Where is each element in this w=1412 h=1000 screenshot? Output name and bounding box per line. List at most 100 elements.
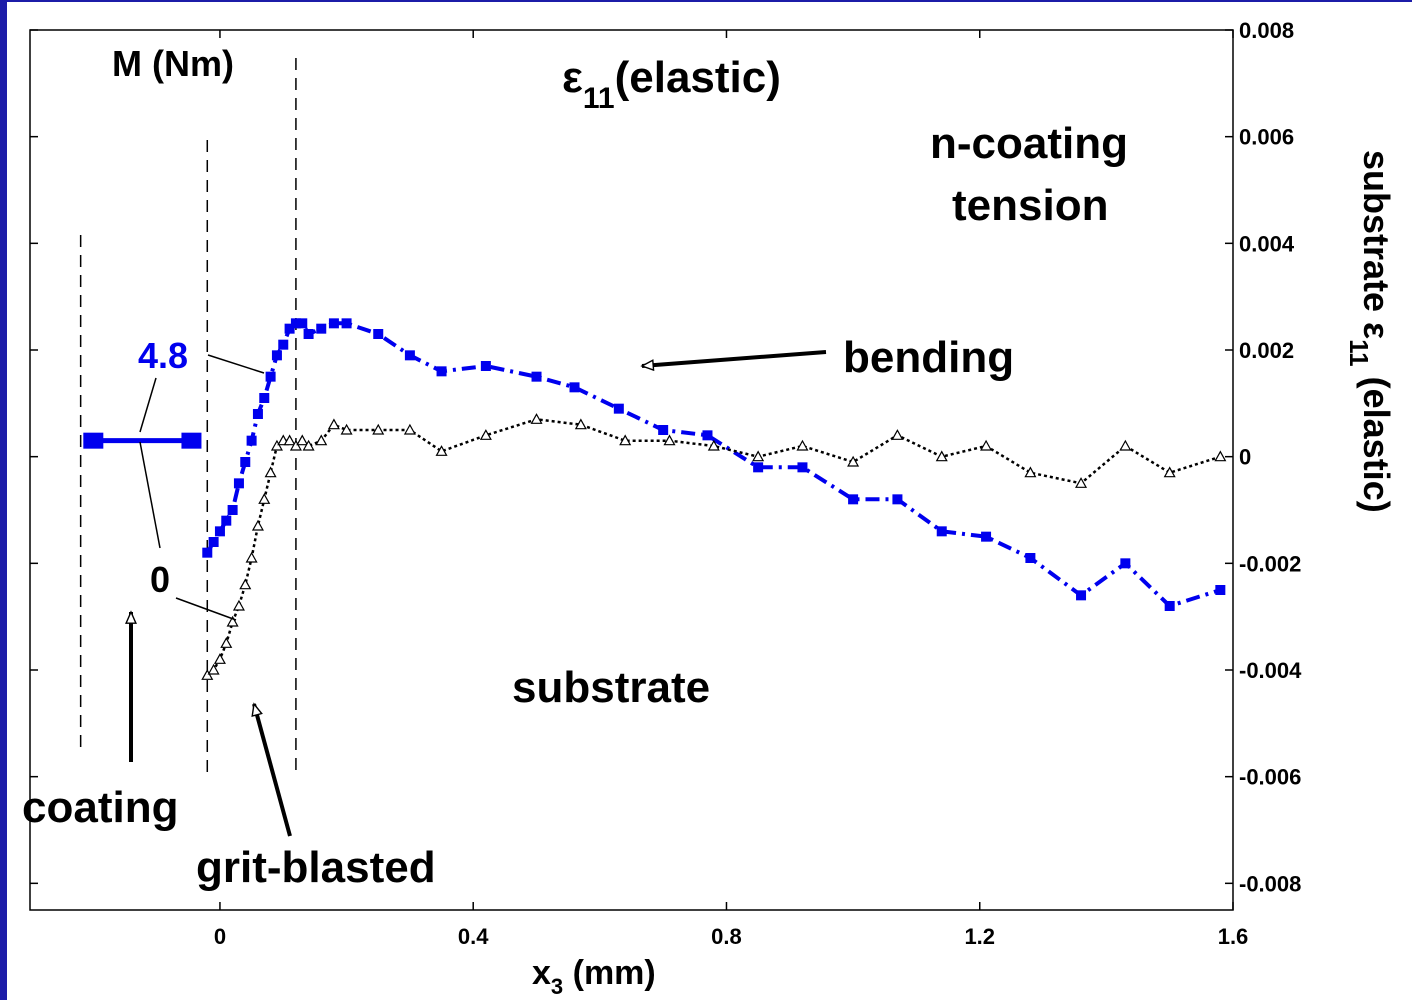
series-4-8-point: [753, 462, 764, 473]
series-0-point: [403, 423, 416, 435]
series-4-8-point: [1215, 585, 1226, 595]
series-label-4-8: 4.8: [138, 335, 188, 376]
series-4-8-point: [531, 371, 542, 382]
y-tick-label: -0.002: [1239, 551, 1301, 576]
chart-panel: [7, 2, 1412, 1000]
series-0-point: [847, 455, 860, 467]
annotation-tension: tension: [952, 181, 1108, 230]
x-tick-label: 1.6: [1218, 924, 1249, 949]
series-4-8-point: [303, 329, 314, 339]
series-0-point: [232, 599, 245, 611]
series-4-8-point: [436, 366, 447, 377]
series-4-8-point: [702, 430, 713, 441]
series-0-line: [206, 418, 1221, 677]
plot-frame: [29, 29, 1234, 911]
series-4-8-point: [284, 323, 295, 334]
y-tick-label: 0.004: [1239, 231, 1295, 256]
annotation-bending: bending: [843, 333, 1014, 382]
series-4-8-line: [205, 321, 1221, 609]
x-tick-label: 0.8: [711, 924, 742, 949]
series-0-point: [1119, 439, 1132, 451]
y-tick-label: 0.002: [1239, 338, 1294, 363]
layer-boundaries: [79, 58, 297, 775]
series-0-point: [435, 445, 448, 456]
series-4-8-point: [404, 350, 415, 361]
series-4-8-point: [214, 526, 225, 537]
series-0-point: [980, 439, 993, 451]
x-tick-label: 1.2: [964, 924, 995, 949]
series-0-point: [530, 413, 543, 424]
series-0-point: [619, 434, 632, 446]
series-0-point: [752, 450, 765, 462]
leader-0-to-curve: [175, 597, 237, 621]
series-4-8-point: [278, 339, 289, 350]
series-0-point: [340, 423, 353, 435]
series-0-point: [220, 637, 233, 648]
series-0-point: [935, 450, 948, 462]
x-axis-label: x3 (mm): [532, 954, 656, 999]
series-4-8-point: [848, 494, 859, 505]
series-0-point: [258, 493, 271, 504]
series-4-8-point: [240, 457, 251, 467]
leader-0-to-coating: [139, 441, 161, 549]
series-0-point: [1214, 450, 1227, 462]
series-4-8-coating-marker: [83, 432, 104, 449]
series-4-8-point: [221, 515, 232, 526]
series-0-point: [245, 551, 258, 563]
series-4-8-point: [892, 494, 903, 505]
series-0-point: [1075, 477, 1088, 488]
series-4-8-point: [569, 382, 580, 393]
y-axis-ticks: 0.008 0.006 0.004 0.002 0 -0.002 -0.004 -0.006 -…: [30, 18, 1302, 896]
series-4-8-point: [202, 547, 213, 558]
series-0-point: [315, 434, 328, 446]
annotation-coating: coating: [22, 783, 178, 832]
series-0-point: [891, 429, 904, 440]
series-4-8-point: [265, 371, 276, 382]
y-tick-label: -0.008: [1239, 871, 1301, 896]
y-tick-label: 0.008: [1239, 18, 1294, 43]
leader-4-8-to-curve: [207, 354, 265, 374]
series-0-point: [796, 439, 809, 451]
series-0-point: [270, 439, 283, 451]
series-0-point: [251, 519, 264, 531]
series-0-point: [327, 418, 340, 430]
series-0-point: [226, 615, 239, 627]
series-0-point: [663, 434, 676, 446]
series-4-8-point: [227, 505, 238, 515]
chart-title: ε11(elastic): [562, 53, 781, 115]
series-4-8-point: [1164, 601, 1175, 611]
series-4-8-point: [297, 318, 308, 329]
series-4-8-point: [316, 323, 327, 334]
series-4-8-point: [290, 318, 301, 329]
series-0-point: [296, 434, 309, 446]
series-4-8-point: [936, 526, 947, 537]
annotation-substrate: substrate: [512, 663, 710, 712]
series-4-8-point: [246, 435, 257, 446]
series-4-8-point: [259, 393, 270, 403]
series-0-point: [302, 439, 315, 451]
y-tick-label: -0.004: [1239, 658, 1302, 683]
series-4-8-point: [271, 350, 282, 361]
series-4-8-point: [373, 329, 384, 339]
series-0-point: [213, 653, 226, 664]
series-4-8-point: [797, 462, 808, 473]
series-4-8-point: [1076, 590, 1087, 601]
series-4-8-point: [233, 478, 244, 489]
series-label-0: 0: [150, 559, 170, 600]
series-0-point: [239, 578, 252, 590]
series-0-point: [1163, 466, 1176, 478]
series-0-point: [201, 669, 214, 680]
series-4-8-point: [1025, 553, 1036, 563]
arrow-bending: [642, 350, 827, 366]
series-0-point: [372, 423, 385, 435]
series-4-8-point: [981, 531, 992, 542]
leader-4-8-to-coating: [139, 377, 157, 433]
series-4-8-point: [1120, 558, 1131, 569]
x-axis-ticks: 0 0.4 0.8 1.2 1.6: [214, 30, 1248, 949]
series-0-point: [574, 418, 587, 430]
series-0-point: [1024, 466, 1037, 478]
series-4-8-point: [613, 403, 624, 414]
legend-title: M (Nm): [112, 43, 234, 84]
arrow-grit-blasted: [254, 704, 292, 837]
